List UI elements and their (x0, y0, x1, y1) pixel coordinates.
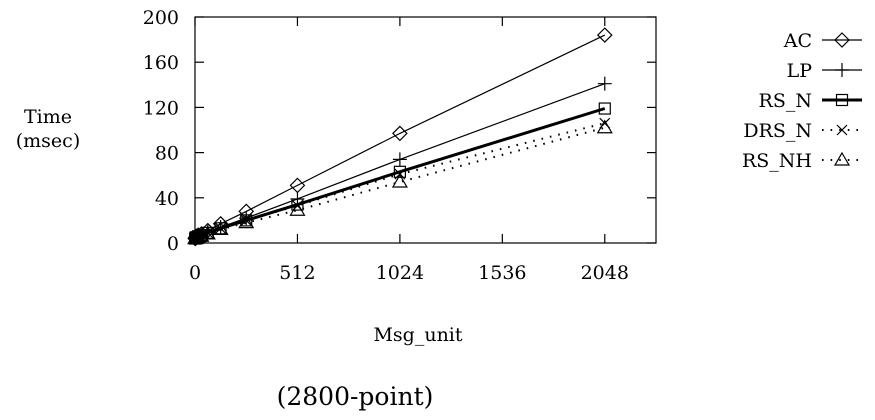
data-point (240, 214, 252, 226)
data-point (391, 173, 408, 188)
data-point (596, 119, 613, 134)
legend-marker (836, 124, 848, 136)
legend-marker (834, 32, 850, 48)
data-point (596, 27, 613, 43)
x-tick-label: 0 (189, 262, 201, 284)
x-tick-label: 512 (279, 262, 315, 284)
data-point (238, 214, 255, 229)
y-tick-label: 200 (143, 7, 179, 29)
legend-label: RS_N (759, 90, 812, 112)
y-tick-label: 120 (143, 97, 179, 119)
y-tick-label: 40 (155, 188, 179, 210)
data-point (598, 102, 611, 115)
legend-marker (835, 93, 849, 107)
x-axis-label: Msg_unit (373, 324, 462, 346)
data-point (597, 76, 612, 91)
data-point (215, 222, 227, 234)
legend-marker (835, 63, 849, 77)
data-point (392, 152, 407, 167)
legend-label: DRS_N (743, 120, 812, 142)
y-axis-label-line-2: (msec) (16, 130, 80, 152)
data-point (291, 198, 304, 211)
data-point (193, 228, 210, 242)
chart-caption: (2800-point) (277, 382, 434, 411)
legend: AC LP RS_N DRS_N RS_NH (742, 30, 862, 172)
y-axis: 0 40 80 120 160 200 (143, 7, 656, 255)
y-tick-label: 160 (143, 52, 179, 74)
series-line (194, 34, 606, 240)
data-point (212, 221, 229, 236)
y-tick-label: 80 (155, 143, 179, 165)
x-tick-label: 2048 (581, 262, 629, 284)
x-axis: 0 512 1024 1536 2048 (189, 17, 629, 284)
data-point (392, 125, 408, 142)
legend-label: AC (783, 30, 812, 52)
series-rs-nh (187, 119, 613, 245)
data-point (393, 165, 406, 178)
series-drs-n (189, 117, 611, 244)
series-layer (187, 27, 613, 247)
legend-marker (833, 151, 851, 166)
plot-frame (194, 16, 657, 244)
series-line (194, 126, 606, 240)
x-tick-label: 1024 (376, 262, 424, 284)
data-point (199, 225, 216, 240)
legend-label: LP (787, 60, 813, 82)
data-point (289, 202, 306, 216)
x-tick-label: 1536 (478, 262, 526, 284)
y-axis-label-line-1: Time (24, 106, 72, 128)
legend-label: RS_NH (742, 150, 812, 172)
series-ac (187, 27, 613, 247)
y-tick-label: 0 (167, 233, 179, 255)
